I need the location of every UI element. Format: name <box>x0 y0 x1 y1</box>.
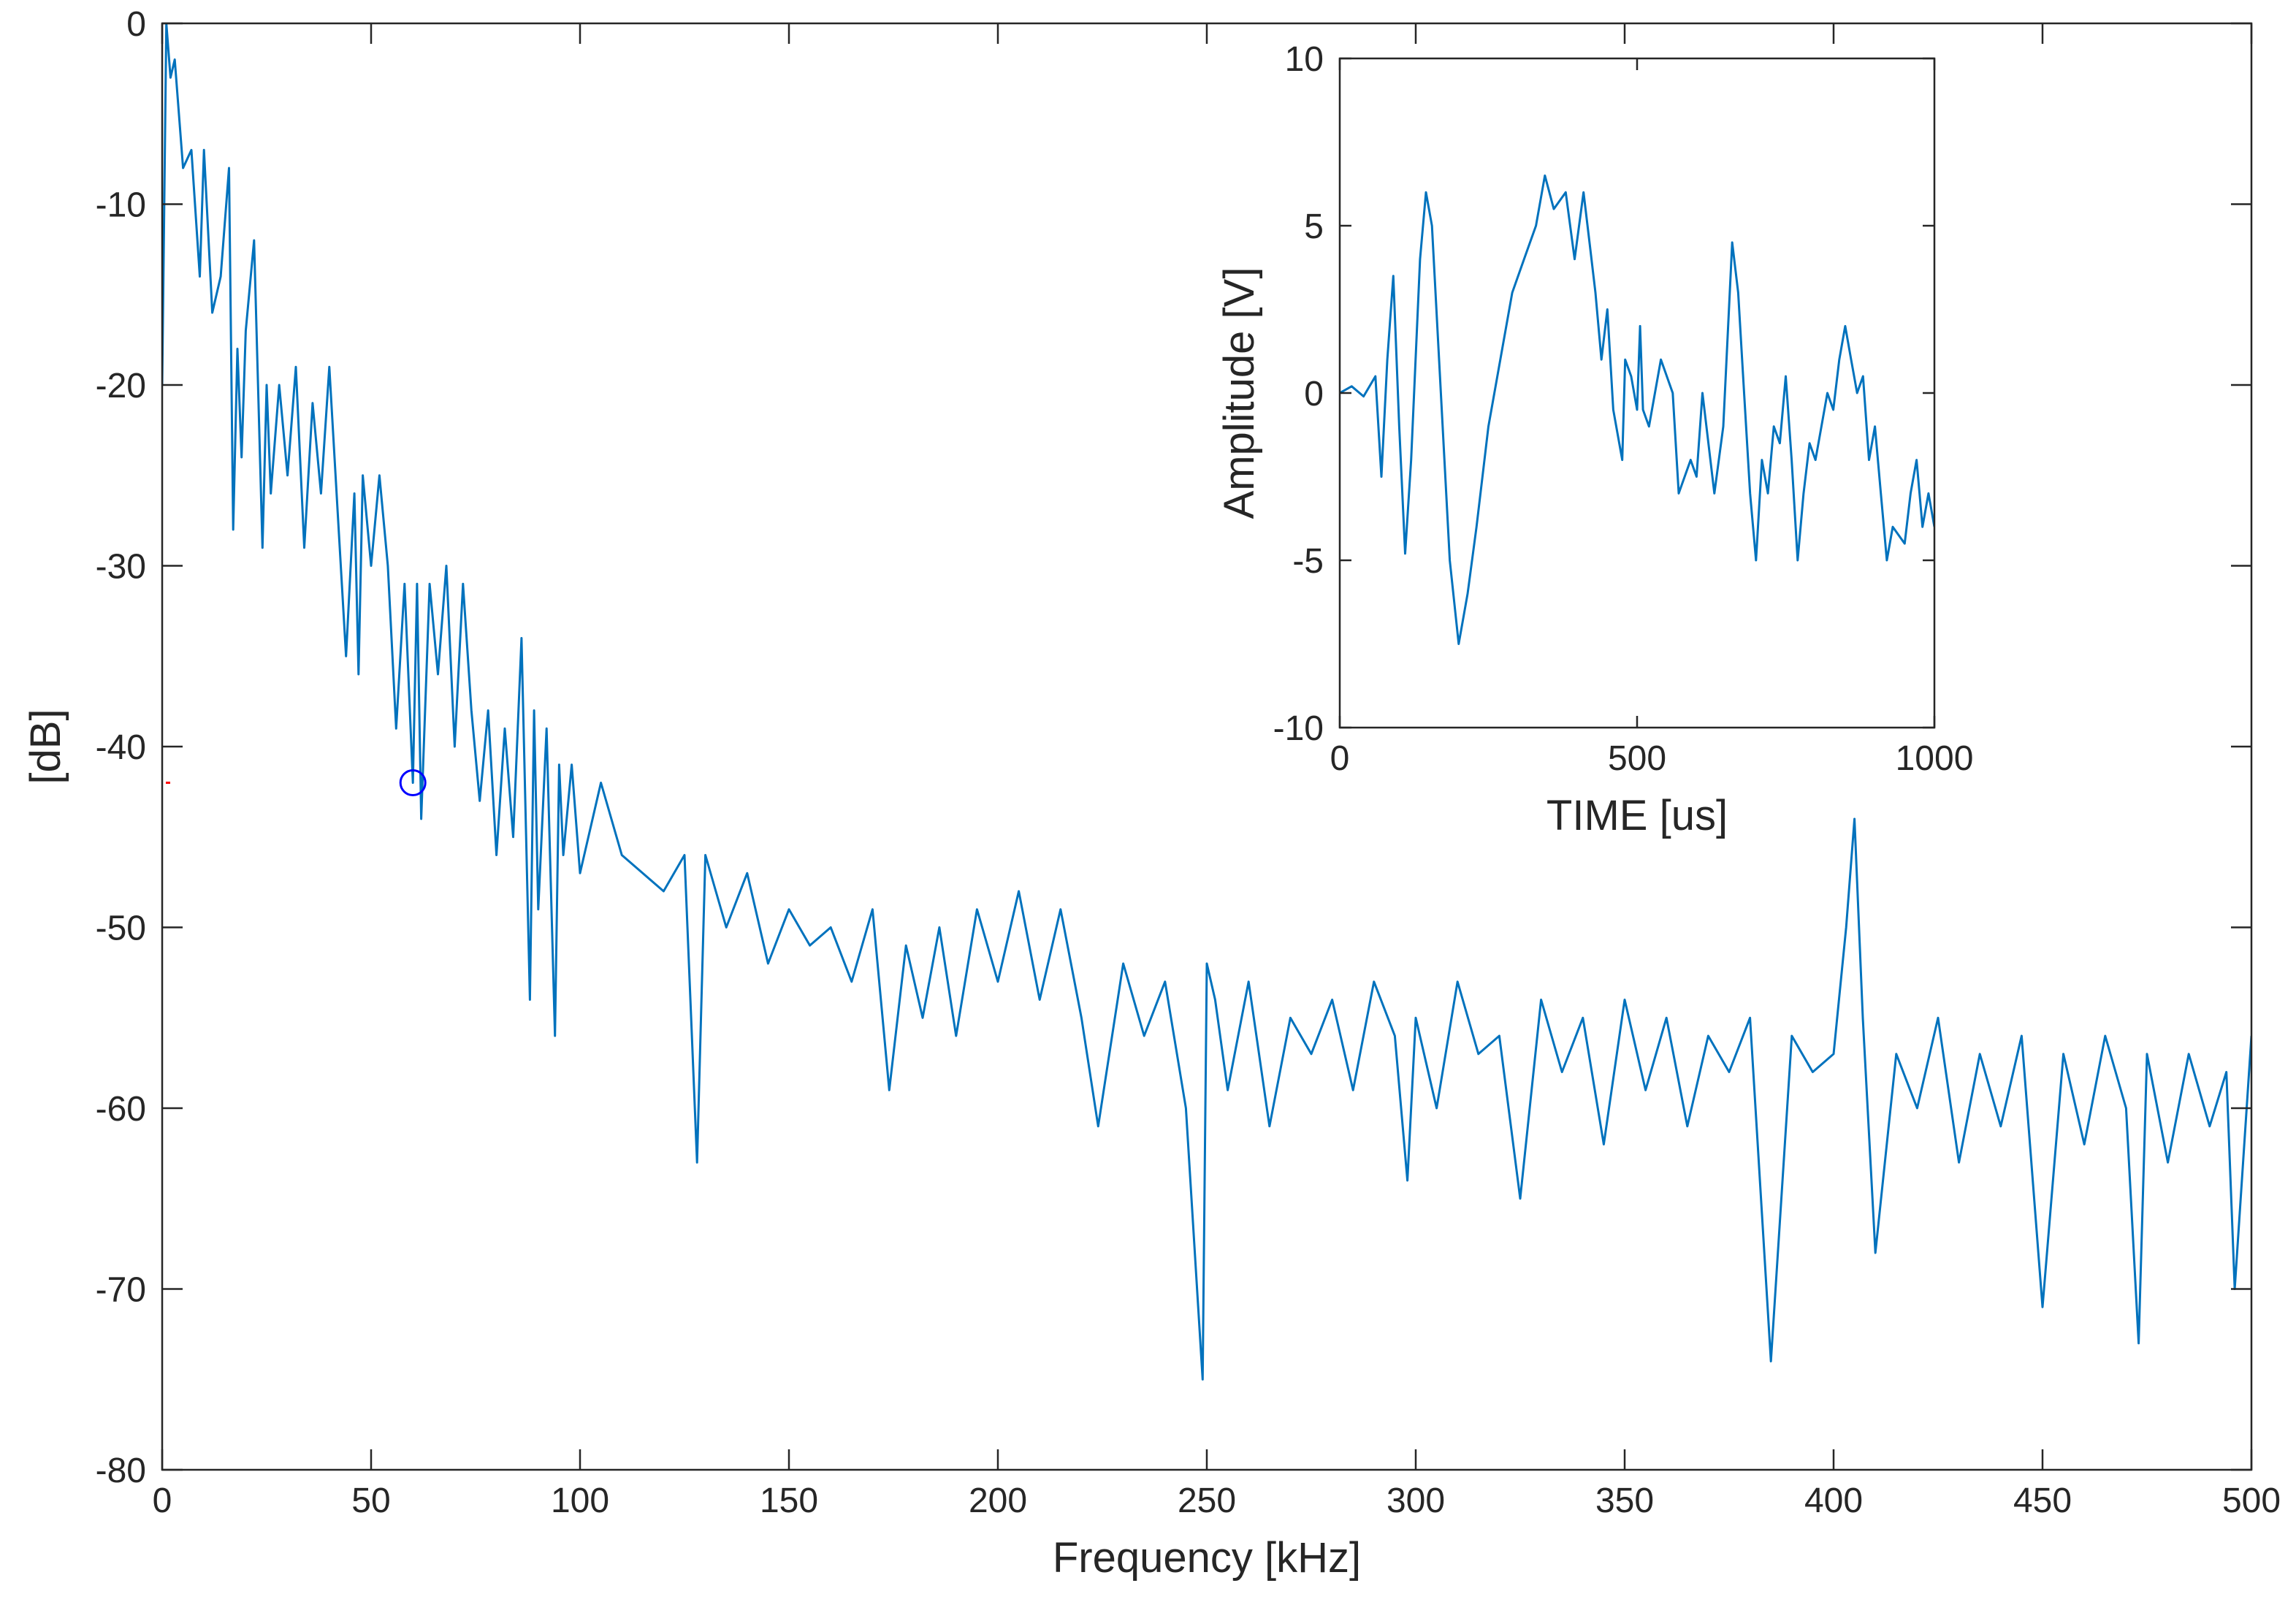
x-tick-label: 450 <box>2013 1481 2072 1520</box>
x-tick-label: 0 <box>153 1481 172 1520</box>
axes: 0 500 1000 -10 -5 0 5 10 TIME [us] Amplitude [V] <box>1216 40 1973 839</box>
x-tick-label: 250 <box>1178 1481 1236 1520</box>
data-line <box>1340 174 1934 645</box>
x-tick-label: 0 <box>1330 739 1350 778</box>
axes: 0 50 100 150 200 250 300 350 400 450 500-80-70-60-… <box>22 5 2281 1582</box>
y-tick-label: 5 <box>1304 207 1324 246</box>
x-tick-label: 400 <box>1804 1481 1863 1520</box>
y-tick-label: 10 <box>1285 40 1324 79</box>
marker <box>166 782 171 784</box>
data-line <box>162 23 2251 1381</box>
y-tick-label: 0 <box>1304 375 1324 413</box>
y-tick-label: -40 <box>96 728 146 767</box>
y-tick-label: -5 <box>1292 542 1324 581</box>
y-tick-label: -10 <box>96 186 146 225</box>
x-tick-label: 50 <box>351 1481 390 1520</box>
x-tick-label: 200 <box>969 1481 1027 1520</box>
y-tick-label: -50 <box>96 909 146 948</box>
x-tick-label: 350 <box>1595 1481 1654 1520</box>
x-axis-label: TIME [us] <box>1546 792 1728 839</box>
x-tick-label: 500 <box>1608 739 1666 778</box>
y-tick-label: -80 <box>96 1452 146 1490</box>
y-axis-label: Amplitude [V] <box>1216 267 1263 519</box>
x-tick-label: 100 <box>551 1481 609 1520</box>
y-tick-label: -20 <box>96 367 146 405</box>
x-tick-label: 500 <box>2222 1481 2281 1520</box>
y-tick-label: -30 <box>96 548 146 587</box>
marker <box>399 769 427 796</box>
y-axis-label: [dB] <box>22 709 69 784</box>
y-tick-label: -60 <box>96 1090 146 1129</box>
x-tick-label: 150 <box>760 1481 818 1520</box>
y-tick-label: 0 <box>126 5 146 44</box>
x-axis-label: Frequency [kHz] <box>1053 1534 1361 1582</box>
y-tick-label: -70 <box>96 1271 146 1310</box>
y-tick-label: -10 <box>1273 709 1324 748</box>
x-tick-label: 1000 <box>1896 739 1974 778</box>
x-tick-label: 300 <box>1387 1481 1445 1520</box>
